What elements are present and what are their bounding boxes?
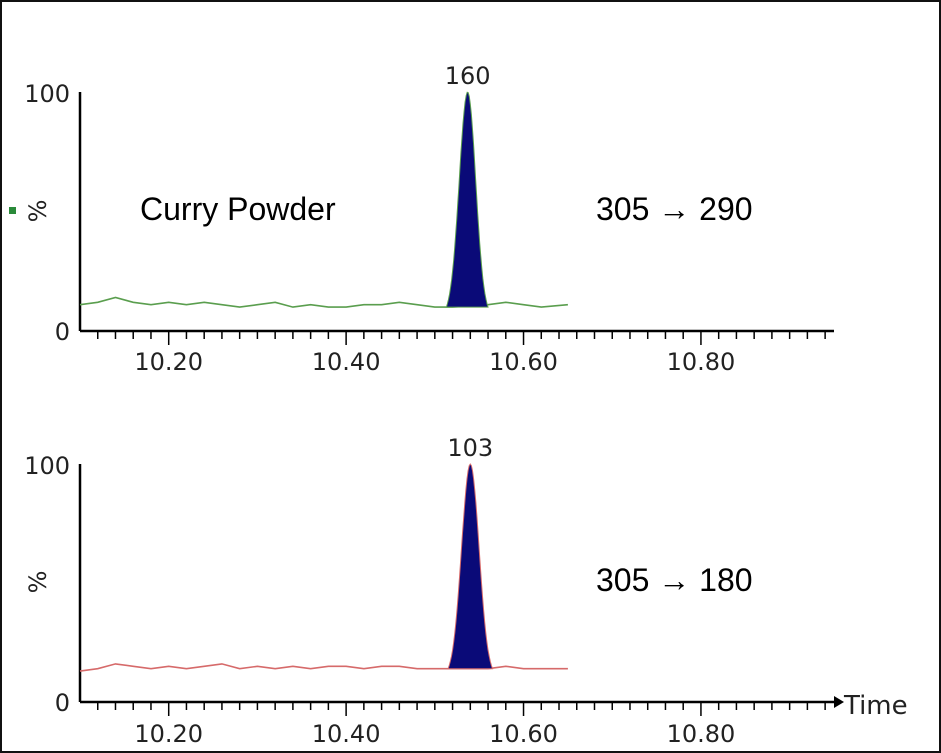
panel-1-x-tick-label: 10.40 bbox=[312, 348, 381, 376]
panel-2-x-tick-label: 10.40 bbox=[312, 720, 381, 748]
panel-2-y-tick-0: 0 bbox=[55, 689, 70, 717]
panel-1-y-label: % bbox=[24, 200, 52, 223]
panel-2-x-tick-label: 10.20 bbox=[134, 720, 203, 748]
panel-1-x-tick-label: 10.20 bbox=[134, 348, 203, 376]
panel-1-baseline-trace bbox=[79, 296, 568, 308]
panel-2-x-tick-label: 10.80 bbox=[667, 720, 736, 748]
panel-2-y-tick-100: 100 bbox=[24, 452, 70, 480]
panel-2-transition: 305 → 180 bbox=[596, 562, 753, 598]
panel-1-peak-label: 160 bbox=[445, 62, 491, 90]
panel-2-x-label: Time bbox=[843, 691, 908, 721]
panel-1: 100 0 % Curry Powder 305 → 290 10.20 10.4… bbox=[9, 62, 834, 376]
panel-1-peak bbox=[445, 91, 489, 308]
panel-2-y-label: % bbox=[24, 571, 52, 594]
panel-2-x-arrow bbox=[834, 696, 844, 708]
panel-2-x-tick-label: 10.60 bbox=[489, 720, 558, 748]
panel-1-marker bbox=[9, 207, 16, 214]
panel-2-peak-label: 103 bbox=[447, 434, 493, 462]
panel-2: 100 0 % 305 → 180 Time 10.20 10.40 10.60 10… bbox=[24, 434, 908, 748]
panel-1-x-tick-label: 10.60 bbox=[489, 348, 558, 376]
panel-2-peak bbox=[447, 463, 494, 670]
panel-1-x-tick-label: 10.80 bbox=[667, 348, 736, 376]
panel-1-annotation: Curry Powder bbox=[140, 191, 336, 227]
panel-2-baseline-trace bbox=[79, 663, 568, 672]
panel-1-y-tick-100: 100 bbox=[24, 80, 70, 108]
panel-1-transition: 305 → 290 bbox=[596, 191, 753, 227]
panel-1-y-tick-0: 0 bbox=[55, 318, 70, 346]
